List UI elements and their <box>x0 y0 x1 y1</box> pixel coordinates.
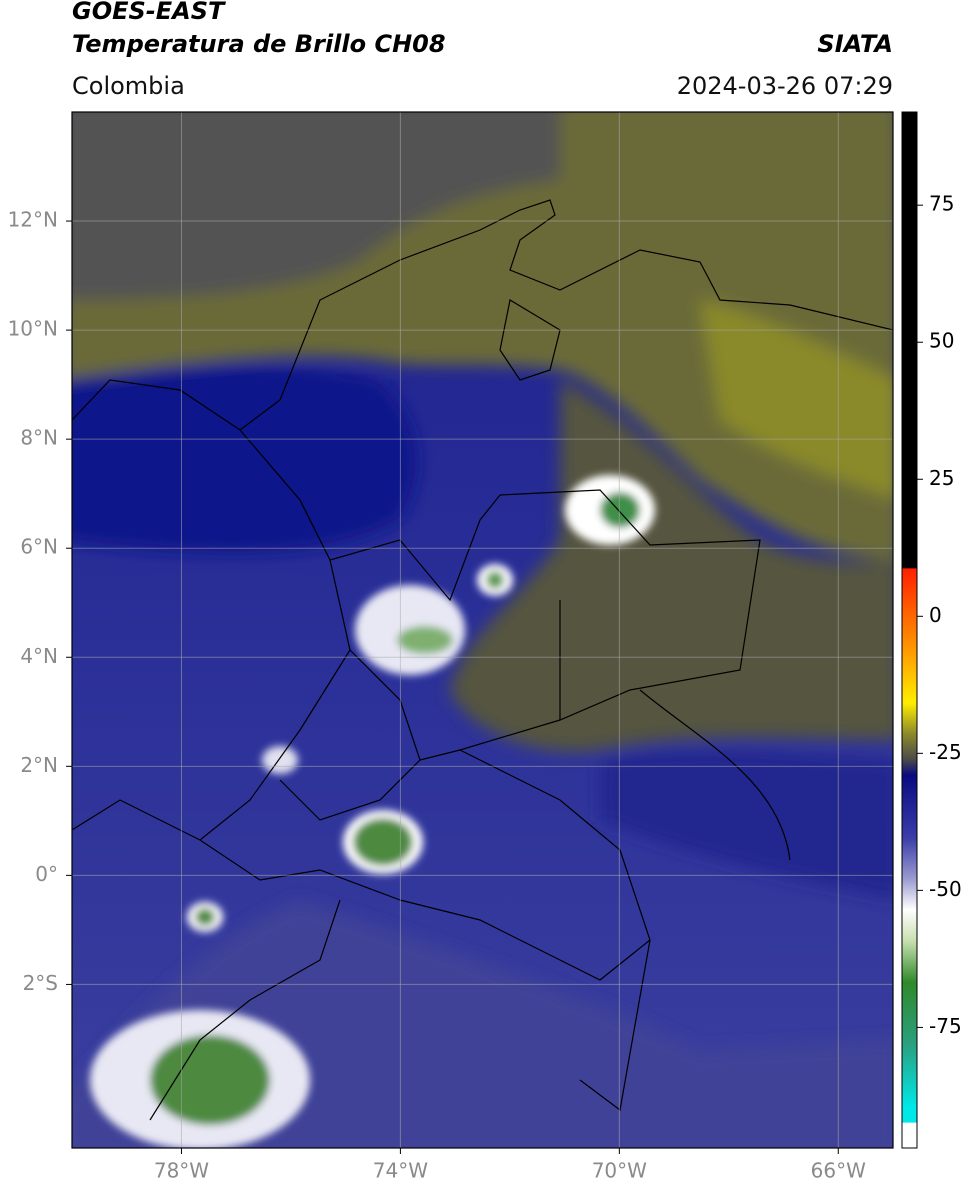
y-tick-label: 2°N <box>20 753 58 777</box>
y-tick-label: 2°S <box>23 971 58 995</box>
x-tick-label: 66°W <box>811 1159 866 1183</box>
region: Colombia <box>72 72 185 100</box>
y-tick-label: 6°N <box>20 535 58 559</box>
colorbar-tick-label: 75 <box>929 192 954 216</box>
product: Temperatura de Brillo CH08 <box>72 30 446 58</box>
colorbar <box>901 111 918 1149</box>
datetime: 2024-03-26 07:29 <box>677 72 893 100</box>
colorbar-tick-label: 0 <box>929 603 942 627</box>
x-tick-label: 78°W <box>154 1159 209 1183</box>
grid <box>72 112 893 1148</box>
x-tick-label: 70°W <box>592 1159 647 1183</box>
title: GOES-EAST <box>72 0 226 25</box>
y-tick-label: 0° <box>35 862 58 886</box>
colorbar-tick-label: -50 <box>929 877 962 901</box>
colorbar-tick-label: 25 <box>929 466 954 490</box>
x-tick-label: 74°W <box>373 1159 428 1183</box>
satellite-image <box>72 112 893 1148</box>
colorbar-tick-label: -25 <box>929 740 962 764</box>
colorbar-tick-label: -75 <box>929 1014 962 1038</box>
source: SIATA <box>817 30 893 58</box>
map-frame <box>71 111 894 1149</box>
y-tick-label: 8°N <box>20 426 58 450</box>
y-tick-label: 12°N <box>8 208 58 232</box>
colorbar-tick-label: 50 <box>929 329 954 353</box>
y-tick-label: 10°N <box>8 317 58 341</box>
y-tick-label: 4°N <box>20 644 58 668</box>
